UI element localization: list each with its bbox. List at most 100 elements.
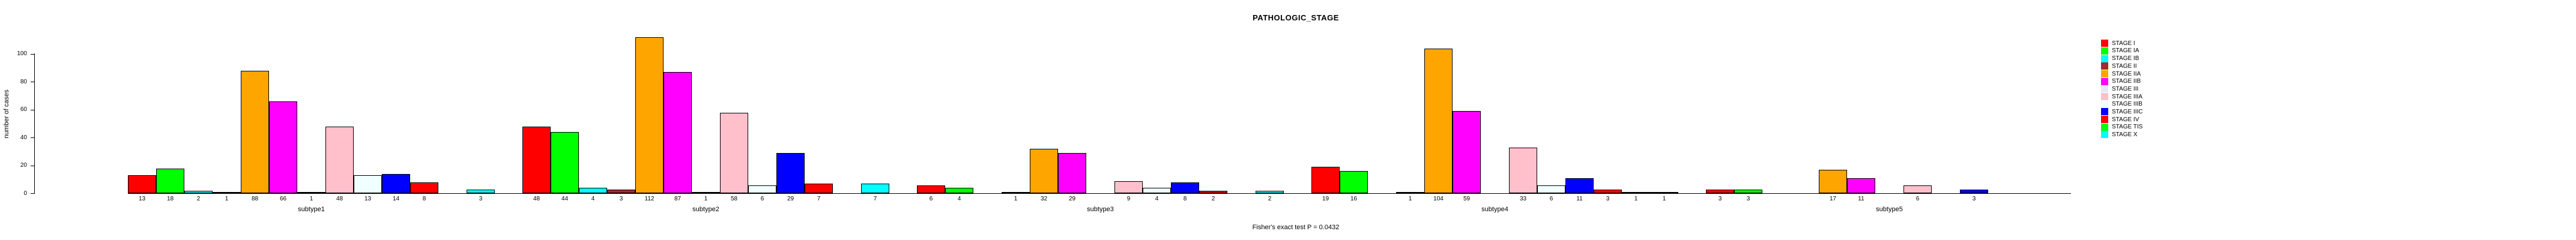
bar-value-label: 13 <box>364 196 372 202</box>
category-label: subtype5 <box>1876 206 1903 213</box>
bar-stage-iiic <box>1171 182 1199 194</box>
legend-label: STAGE II <box>2112 62 2137 70</box>
category-label: subtype1 <box>298 206 325 213</box>
legend-label: STAGE IV <box>2112 116 2139 123</box>
bar-stage-iiia <box>1903 185 1932 194</box>
y-tick-mark <box>31 137 34 138</box>
bar-value-label: 66 <box>279 196 287 202</box>
legend-label: STAGE IIB <box>2112 78 2141 85</box>
bar-value-label: 48 <box>533 196 540 202</box>
legend-label: STAGE IIA <box>2112 70 2141 77</box>
y-axis-line <box>34 53 35 194</box>
bar-stage-iiib <box>1537 185 1565 194</box>
x-axis-baseline <box>128 193 2071 194</box>
legend-swatch <box>2101 93 2108 101</box>
bar-value-label: 2 <box>1211 196 1215 202</box>
legend-swatch <box>2101 131 2108 139</box>
category-label: subtype3 <box>1087 206 1114 213</box>
bar-stage-x <box>861 184 889 194</box>
bar-stage-ia <box>945 188 973 194</box>
statistics-caption: Fisher's exact test P = 0.0432 <box>1252 224 1340 231</box>
bar-value-label: 8 <box>1183 196 1187 202</box>
legend-label: STAGE TIS <box>2112 124 2143 131</box>
y-tick-label: 80 <box>20 78 27 85</box>
bar-stage-x <box>1650 192 1678 194</box>
bar-stage-iiib <box>748 185 776 194</box>
bar-value-label: 3 <box>1718 196 1722 202</box>
bar-stage-iiia <box>325 126 354 194</box>
bar-value-label: 3 <box>1972 196 1976 202</box>
bar-stage-iiib <box>354 175 382 194</box>
bar-value-label: 4 <box>957 196 961 202</box>
bar-value-label: 6 <box>1915 196 1920 202</box>
bar-value-label: 6 <box>929 196 933 202</box>
bar-stage-tis <box>1622 192 1650 194</box>
bar-stage-iiic <box>1565 178 1594 194</box>
bar-value-label: 33 <box>1519 196 1527 202</box>
bar-stage-iv <box>1594 189 1622 194</box>
bar-value-label: 48 <box>336 196 343 202</box>
bar-stage-iib <box>1058 153 1086 194</box>
bar-value-label: 14 <box>392 196 400 202</box>
bar-stage-iia <box>635 37 664 194</box>
bar-value-label: 104 <box>1433 196 1444 202</box>
bar-value-label: 7 <box>873 196 877 202</box>
legend-swatch <box>2101 116 2108 124</box>
legend-label: STAGE IIIA <box>2112 93 2142 100</box>
bar-value-label: 17 <box>1829 196 1837 202</box>
legend-label: STAGE X <box>2112 131 2138 138</box>
bar-stage-iib <box>1453 111 1481 194</box>
bar-stage-iia <box>1030 149 1058 194</box>
y-tick-label: 0 <box>23 190 27 197</box>
bar-value-label: 13 <box>138 196 146 202</box>
bar-stage-ia <box>1734 189 1762 194</box>
bar-stage-x <box>467 189 495 194</box>
bar-value-label: 32 <box>1040 196 1048 202</box>
bar-stage-iii <box>692 192 720 194</box>
bar-value-label: 88 <box>251 196 259 202</box>
legend-swatch <box>2101 62 2108 70</box>
legend-swatch <box>2101 70 2108 78</box>
bar-value-label: 4 <box>1155 196 1159 202</box>
bar-value-label: 1 <box>1634 196 1638 202</box>
legend-label: STAGE IA <box>2112 47 2139 55</box>
bar-value-label: 87 <box>674 196 682 202</box>
bar-stage-ii <box>1002 192 1030 194</box>
bar-stage-iiic <box>776 153 805 194</box>
bar-value-label: 2 <box>196 196 201 202</box>
bar-value-label: 29 <box>787 196 794 202</box>
category-label: subtype2 <box>692 206 719 213</box>
bar-stage-ia <box>551 132 579 194</box>
legend-label: STAGE IIIC <box>2112 108 2143 115</box>
bar-stage-ii <box>1396 192 1424 194</box>
bar-stage-iib <box>269 101 297 194</box>
y-tick-mark <box>31 193 34 194</box>
bar-value-label: 1 <box>1014 196 1018 202</box>
bar-value-label: 11 <box>1576 196 1583 202</box>
bar-stage-iiic <box>382 173 410 194</box>
legend-label: STAGE III <box>2112 85 2139 92</box>
bar-value-label: 7 <box>817 196 821 202</box>
legend-swatch <box>2101 40 2108 47</box>
legend-swatch <box>2101 55 2108 62</box>
bar-value-label: 1 <box>309 196 313 202</box>
bar-value-label: 6 <box>760 196 764 202</box>
y-tick-label: 60 <box>20 106 27 113</box>
legend-swatch <box>2101 108 2108 116</box>
legend-swatch <box>2101 85 2108 93</box>
bar-value-label: 4 <box>591 196 595 202</box>
bar-stage-i <box>522 126 551 194</box>
legend-label: STAGE I <box>2112 40 2135 47</box>
bar-stage-iv <box>805 184 833 194</box>
category-label: subtype4 <box>1481 206 1508 213</box>
bar-value-label: 1 <box>1662 196 1666 202</box>
bar-stage-iiib <box>1143 188 1171 194</box>
bar-value-label: 3 <box>619 196 623 202</box>
bar-value-label: 59 <box>1463 196 1471 202</box>
bar-value-label: 9 <box>1126 196 1131 202</box>
bar-value-label: 1 <box>704 196 708 202</box>
bar-value-label: 16 <box>1350 196 1358 202</box>
bar-stage-ib <box>579 188 607 194</box>
bar-value-label: 112 <box>644 196 655 202</box>
